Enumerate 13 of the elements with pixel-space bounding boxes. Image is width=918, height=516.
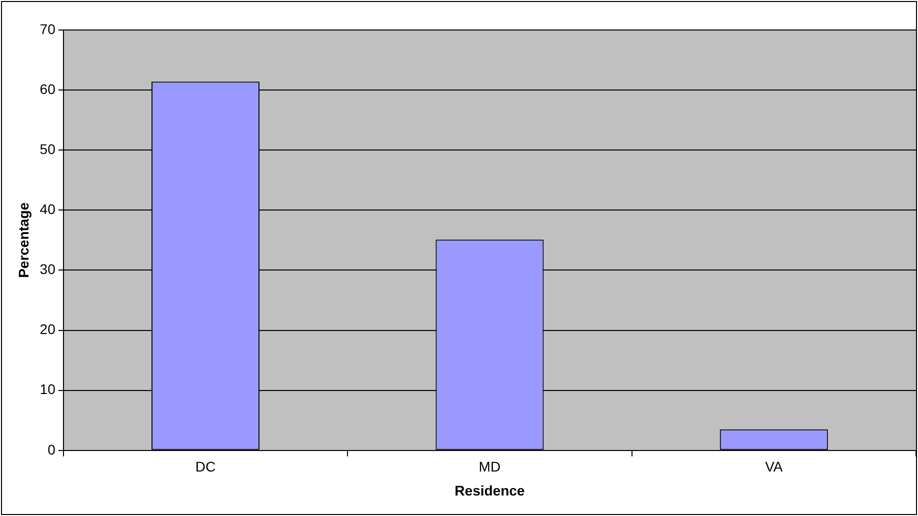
y-tick-label: 0 (48, 441, 56, 458)
y-axis-title: Percentage (15, 202, 32, 278)
x-tick-label: DC (195, 458, 216, 475)
x-axis-title: Residence (454, 482, 525, 498)
y-tick-label: 20 (40, 321, 56, 338)
y-tick-label: 40 (40, 201, 56, 218)
y-tick-label: 10 (40, 381, 56, 398)
y-tick-label: 60 (40, 80, 56, 97)
y-tick-label: 30 (40, 261, 56, 278)
x-tick-label: VA (765, 458, 784, 475)
x-tick-label: MD (478, 458, 501, 475)
y-tick-label: 70 (40, 20, 56, 37)
y-tick-label: 50 (40, 140, 56, 157)
